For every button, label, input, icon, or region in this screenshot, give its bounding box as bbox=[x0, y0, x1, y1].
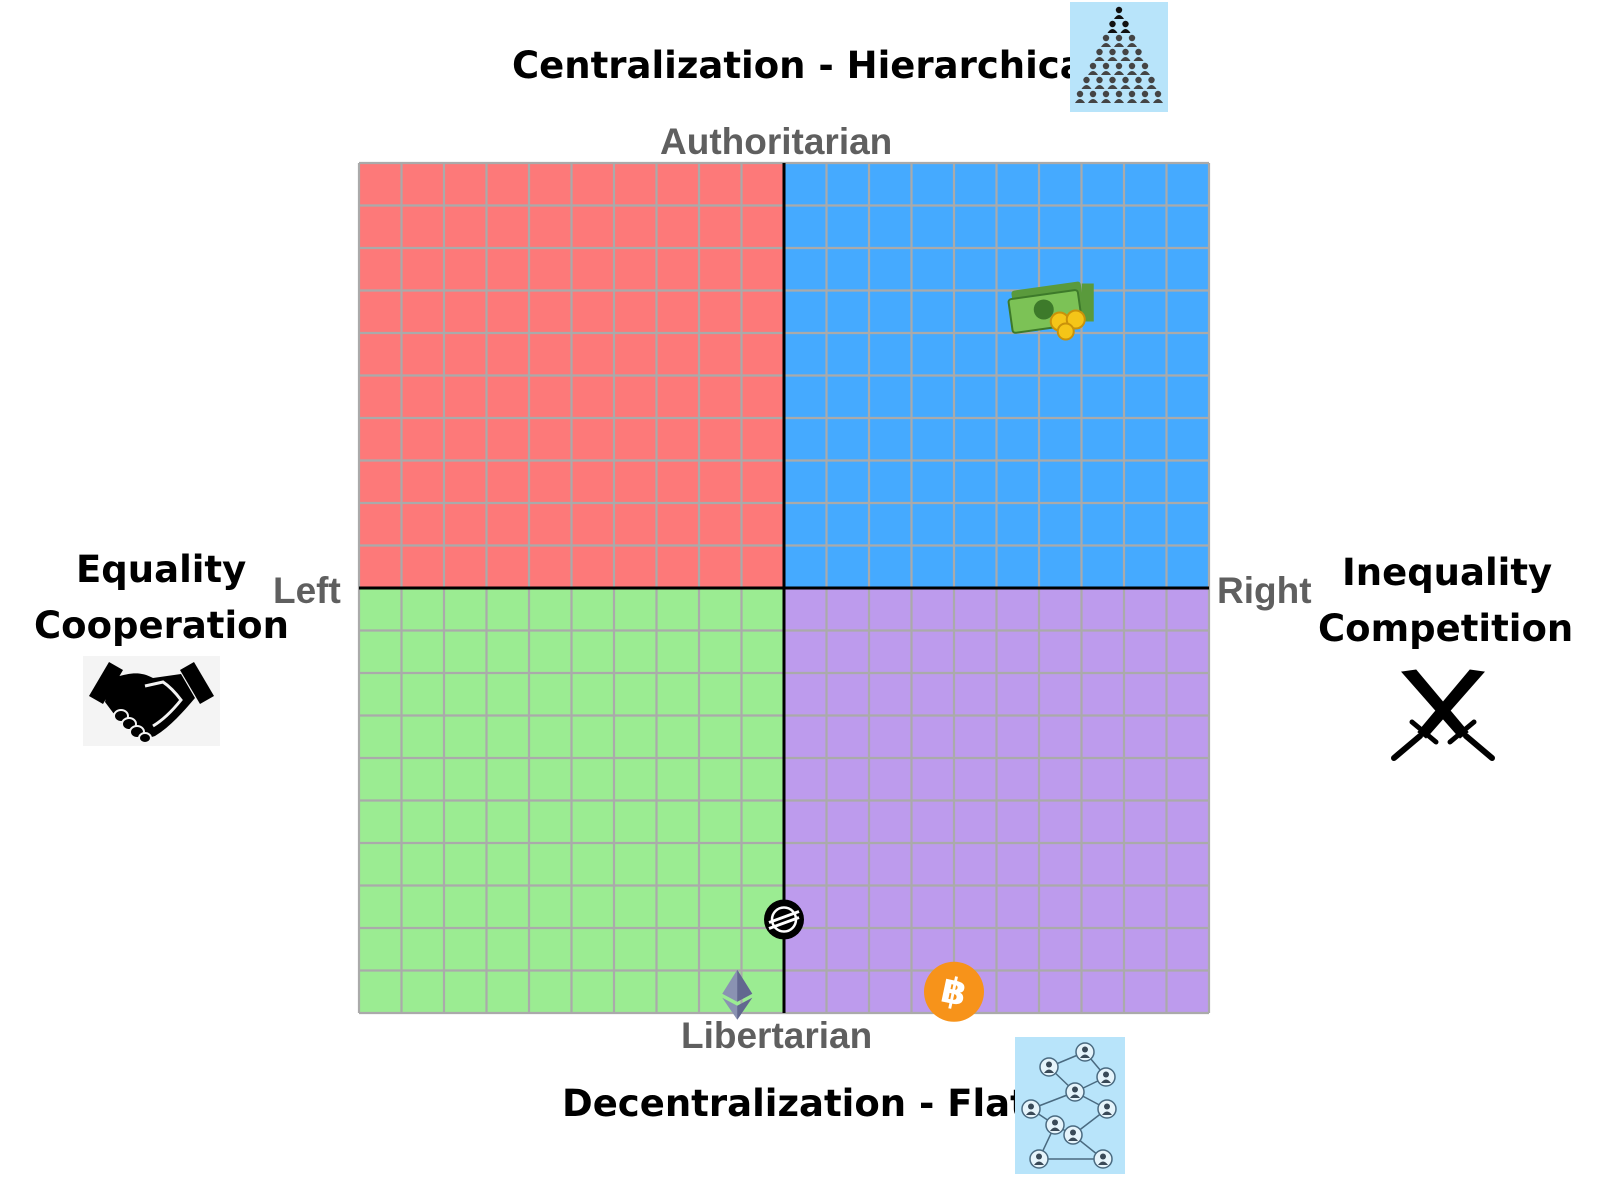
left-axis-title-line2: Cooperation bbox=[34, 604, 289, 647]
right-axis-title-line1: Inequality bbox=[1342, 551, 1553, 594]
axis-label-libertarian: Libertarian bbox=[681, 1015, 873, 1056]
axis-label-right: Right bbox=[1217, 570, 1312, 611]
bitcoin-logo-icon: ฿ bbox=[924, 961, 984, 1022]
axis-label-authoritarian: Authoritarian bbox=[660, 121, 893, 162]
left-axis-title-line1: Equality bbox=[76, 548, 247, 591]
network-nodes-icon bbox=[1015, 1037, 1125, 1174]
stellar-logo-icon bbox=[764, 899, 804, 940]
hierarchy-pyramid-icon bbox=[1070, 2, 1168, 112]
crossed-swords-icon bbox=[1391, 669, 1495, 761]
axis-lines bbox=[359, 163, 1209, 1013]
top-axis-title: Centralization - Hierarchical bbox=[512, 44, 1098, 87]
ethereum-logo-icon bbox=[722, 969, 753, 1020]
axis-label-left: Left bbox=[273, 570, 341, 611]
markers: ฿ bbox=[722, 281, 1094, 1022]
right-axis-title-line2: Competition bbox=[1318, 607, 1574, 650]
bottom-axis-title: Decentralization - Flat bbox=[562, 1082, 1028, 1125]
money-stack-icon bbox=[1007, 281, 1094, 341]
handshake-icon bbox=[83, 656, 220, 746]
